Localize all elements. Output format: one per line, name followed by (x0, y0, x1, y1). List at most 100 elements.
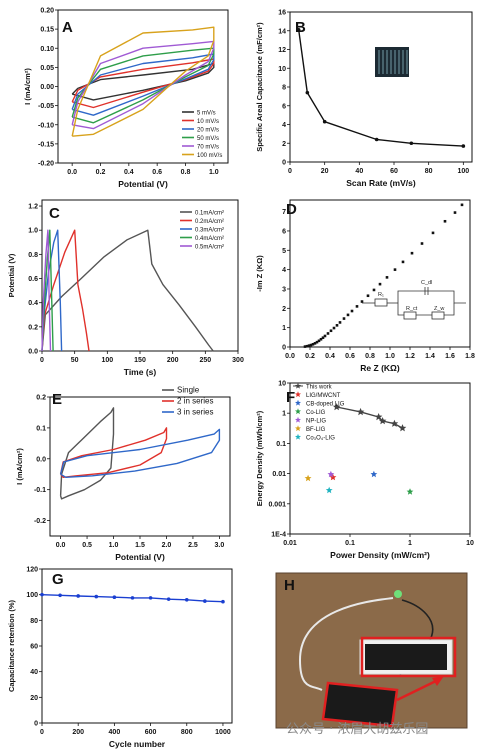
data-point-star (406, 488, 414, 495)
series-line (59, 428, 221, 478)
series-line (59, 427, 168, 478)
x-tick-label: 0.0 (285, 353, 295, 360)
panel-b: 0 20 40 60 80 100 0 2 4 6 8 10 12 14 16 Scan Rate (mV/s… (255, 10, 473, 188)
y-tick-label: 1 (282, 411, 286, 418)
panel-label: C (49, 205, 60, 222)
y-tick-label: 0.0 (28, 349, 38, 356)
x-tick-label: 0.01 (283, 540, 297, 547)
y-tick-label: 0.10 (40, 46, 54, 53)
data-point (305, 90, 310, 95)
y-tick-label: 0 (34, 721, 38, 728)
data-point-star (325, 486, 333, 494)
circuit-label: R₁ (378, 292, 384, 298)
y-tick-label: 0.2 (28, 324, 38, 331)
data-point (420, 242, 424, 245)
x-axis-title: Re Z (KΩ) (360, 363, 400, 373)
data-point (460, 203, 464, 207)
x-tick-label: 0.0 (67, 169, 77, 176)
data-point (148, 596, 153, 600)
panel-f: 0.01 0.1 1 10 1E-4 0.001 0.01 0.1 1 10 Power Densi… (255, 381, 474, 561)
data-point (401, 260, 405, 264)
y-tick-label: 0.15 (40, 27, 54, 34)
data-point (461, 144, 466, 148)
legend-label: 70 mV/s (197, 145, 219, 151)
data-point (323, 334, 327, 338)
x-tick-label: 1.5 (135, 542, 145, 549)
legend-label: 20 mV/s (197, 128, 219, 134)
data-point (342, 317, 346, 320)
photo-outline-left (321, 681, 399, 728)
panel-e: 0.0 0.5 1.0 1.5 2.0 2.5 3.0 -0.2 -0.1 0.0 0.1 0.2 Po… (15, 386, 231, 562)
y-axis-title: I (mA/cm²) (15, 448, 24, 485)
data-point (374, 137, 379, 142)
plot-frame (49, 396, 231, 537)
x-tick-label: 40 (355, 168, 363, 175)
data-point (221, 599, 225, 604)
legend-label: Co₃O₄-LIG (306, 436, 335, 442)
data-point (332, 326, 336, 330)
data-point (355, 305, 359, 308)
watermark: 公众号 · 浓眉大胡兹乐园 (286, 722, 429, 737)
legend-swatch (295, 416, 301, 423)
legend-label: This work (306, 385, 333, 391)
panel-label: H (284, 577, 295, 594)
series-line (71, 26, 215, 137)
data-point (58, 593, 62, 598)
y-tick-label: 0.05 (40, 65, 54, 72)
plot-frame (289, 199, 471, 348)
data-point (321, 336, 325, 340)
data-point (393, 268, 397, 271)
x-tick-label: 0.4 (325, 353, 335, 360)
y-tick-label: -0.1 (34, 487, 46, 494)
data-point (184, 598, 189, 602)
x-tick-label: 150 (134, 357, 146, 364)
x-tick-label: 100 (457, 168, 469, 175)
data-point (305, 344, 309, 348)
x-tick-label: 250 (199, 357, 211, 364)
y-tick-label: 6 (282, 228, 286, 235)
y-axis-title: Specific Areal Capacitance (mF/cm²) (255, 22, 264, 152)
photo-device-upper (365, 644, 447, 670)
x-tick-label: 1.8 (465, 353, 475, 360)
legend-label: 0.1mA/cm² (195, 211, 224, 217)
y-tick-label: 0.01 (272, 471, 286, 478)
y-tick-label: 0.1 (276, 441, 286, 448)
x-tick-label: 0 (40, 729, 44, 736)
y-tick-label: 8 (282, 85, 286, 92)
data-point (130, 596, 135, 600)
series-line (59, 407, 115, 500)
y-tick-label: -0.05 (38, 103, 54, 110)
x-tick-label: 60 (390, 168, 398, 175)
data-point (322, 119, 327, 124)
photo-wire (298, 597, 394, 691)
data-point (346, 313, 350, 317)
y-tick-label: 7 (282, 209, 286, 216)
x-tick-label: 50 (71, 357, 79, 364)
series-line (41, 229, 214, 352)
panel-g: 0 200 400 600 800 1000 0 20 40 60 80 100 120 Cycle nu… (7, 567, 233, 749)
x-axis-title: Time (s) (124, 367, 157, 377)
y-tick-label: 40 (30, 669, 38, 676)
panel-label: D (286, 201, 297, 218)
y-tick-label: 1E-4 (271, 532, 286, 539)
y-tick-label: 1.0 (28, 228, 38, 235)
photo-outline-right (360, 636, 457, 678)
legend-label: 0.3mA/cm² (195, 228, 224, 234)
x-tick-label: 1.0 (209, 169, 219, 176)
legend-swatch (295, 399, 301, 406)
x-tick-label: 400 (109, 729, 121, 736)
y-tick-label: 16 (278, 10, 286, 17)
data-point (326, 332, 330, 335)
series-line (41, 229, 52, 352)
legend-label: NP-LIG (306, 419, 326, 425)
y-tick-label: 3 (282, 286, 286, 293)
circuit-wire (397, 290, 466, 304)
y-tick-label: -0.15 (38, 141, 54, 148)
legend-label: 0.4mA/cm² (195, 236, 224, 242)
data-point-star (378, 417, 387, 425)
x-tick-label: 10 (466, 540, 474, 547)
x-tick-label: 3.0 (215, 542, 225, 549)
data-point (203, 599, 207, 603)
legend-label: 50 mV/s (197, 136, 219, 142)
y-tick-label: 0.4 (28, 300, 38, 307)
